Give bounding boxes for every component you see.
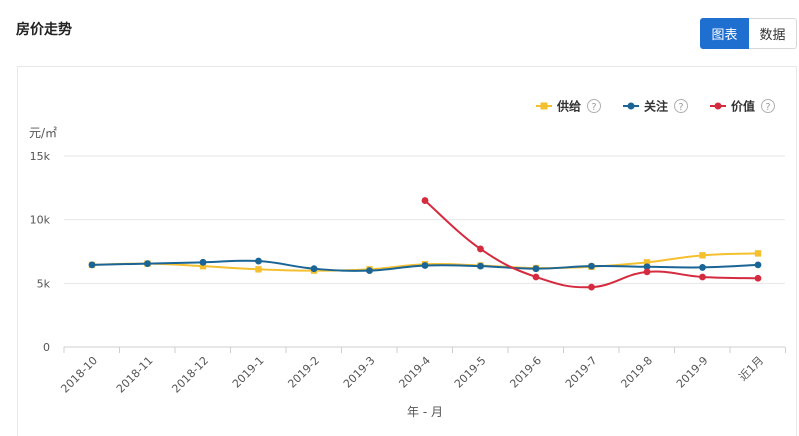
data-point[interactable] [144, 260, 151, 267]
data-point[interactable] [588, 283, 595, 291]
legend-marker-icon [627, 102, 635, 110]
y-tick-label: 10k [30, 214, 51, 227]
x-tick-label: 2019-7 [563, 354, 600, 391]
data-point[interactable] [88, 261, 96, 269]
data-point[interactable] [421, 262, 429, 269]
data-point[interactable] [421, 197, 429, 204]
help-icon[interactable] [674, 99, 688, 113]
y-axis-unit-label: 元/㎡ [29, 126, 57, 140]
chart-panel [17, 66, 797, 436]
data-point[interactable] [754, 250, 762, 257]
y-tick-label: 0 [43, 341, 50, 354]
help-icon[interactable] [761, 99, 775, 113]
data-point[interactable] [366, 267, 373, 274]
data-point[interactable] [699, 273, 706, 281]
series-lines [88, 197, 762, 291]
data-point[interactable] [477, 262, 484, 270]
data-point[interactable] [255, 266, 262, 273]
x-tick-label: 2019-6 [507, 354, 544, 391]
x-tick-label: 2018-10 [58, 354, 100, 396]
data-point[interactable] [754, 261, 762, 269]
data-point[interactable] [532, 273, 540, 281]
series-1 [88, 257, 762, 274]
help-icon-glyph: ? [765, 102, 770, 113]
x-tick-label: 2019-9 [674, 354, 711, 391]
x-tick-label: 2019-5 [452, 354, 489, 391]
data-point[interactable] [199, 262, 207, 270]
legend: 供给? 关注? 价值? [536, 99, 775, 114]
legend-marker-icon [714, 102, 722, 110]
legend-label: 关注 [644, 99, 668, 114]
x-tick-label: 2019-2 [285, 354, 322, 391]
x-axis-title: 年 - 月 [407, 405, 443, 419]
data-point[interactable] [477, 245, 484, 253]
series-2 [421, 197, 762, 291]
legend-item-2[interactable]: 价值? [710, 99, 775, 114]
legend-marker-icon [540, 102, 548, 110]
view-toggle: 图表 数据 [700, 18, 797, 49]
x-tick-label: 2018-11 [114, 354, 156, 396]
help-icon-glyph: ? [591, 102, 596, 113]
data-point[interactable] [532, 265, 540, 273]
legend-label: 价值 [731, 99, 755, 114]
chart-view-button[interactable]: 图表 [700, 18, 749, 49]
grid-lines [64, 155, 785, 348]
data-point[interactable] [643, 268, 651, 276]
data-point[interactable] [643, 259, 651, 266]
y-tick-label: 5k [37, 277, 51, 290]
x-tick-label: 2019-1 [230, 354, 267, 391]
data-point[interactable] [643, 263, 651, 271]
data-point[interactable] [199, 258, 207, 266]
x-tick-label: 2018-12 [169, 354, 211, 396]
data-point[interactable] [754, 274, 762, 282]
data-view-button[interactable]: 数据 [749, 18, 797, 49]
x-tick-label: 2019-8 [618, 354, 655, 391]
data-point[interactable] [255, 257, 262, 265]
help-icon[interactable] [587, 99, 601, 113]
page-title: 房价走势 [16, 22, 72, 38]
data-point[interactable] [699, 252, 706, 259]
series-line [424, 199, 759, 289]
x-tick-label: 近1月 [736, 354, 766, 384]
data-point[interactable] [310, 265, 318, 273]
legend-item-1[interactable]: 关注? [623, 99, 688, 114]
legend-label: 供给 [556, 99, 581, 114]
help-icon-glyph: ? [678, 102, 683, 113]
x-tick-label: 2019-4 [396, 354, 433, 391]
y-tick-label: 15k [30, 150, 51, 163]
data-point[interactable] [699, 264, 706, 271]
x-tick-label: 2019-3 [341, 354, 378, 391]
legend-item-0[interactable]: 供给? [536, 99, 601, 114]
data-point[interactable] [588, 262, 595, 270]
